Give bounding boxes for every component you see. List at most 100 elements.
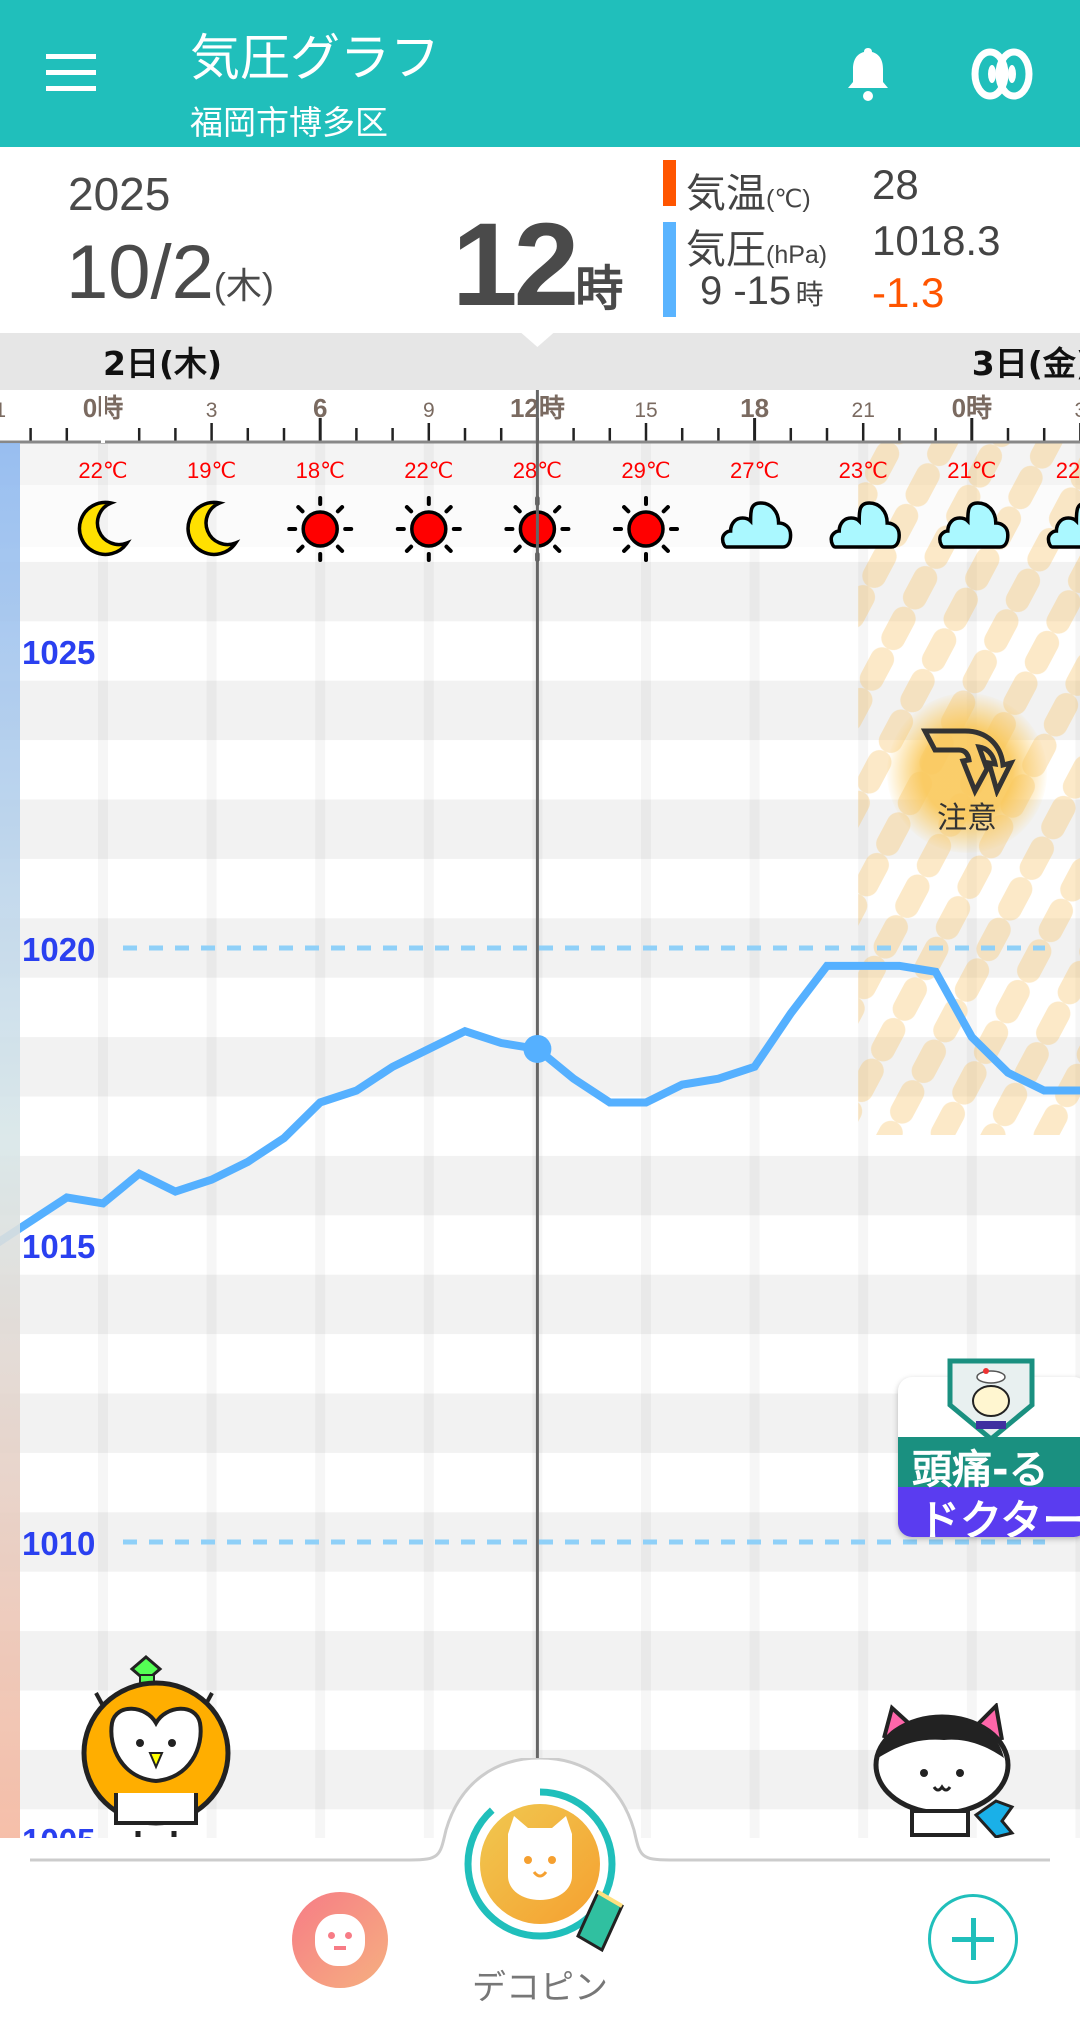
bottom-navigation: デコピン: [0, 1758, 1080, 2022]
vertical-grid-line: [424, 443, 434, 1838]
badge-line1: 頭痛-る: [912, 1447, 1049, 1493]
cloud-icon: [938, 501, 1010, 549]
sun-core: [410, 510, 448, 548]
doctor-cat-shield-icon: [947, 1358, 1035, 1441]
pressure-unit: (hPa): [766, 241, 828, 269]
current-time-marker: [521, 333, 554, 347]
y-tick-label: 1015: [22, 1228, 95, 1265]
year: 2025: [68, 168, 171, 220]
tick-label: 9: [423, 399, 435, 422]
sun-ray: [553, 544, 562, 553]
tick-label: 3: [1075, 399, 1080, 422]
pressure-value: 1018.3: [872, 217, 1001, 264]
pencil-icon: [576, 1890, 624, 1953]
location-name[interactable]: 福岡市博多区: [190, 103, 388, 142]
hour-display: 12時: [452, 197, 623, 333]
tick-label: 3: [206, 399, 218, 422]
sun-ray: [622, 544, 631, 553]
moon-shape: [186, 500, 241, 557]
grid-band: [0, 1155, 1080, 1216]
temperature-label: 22℃: [1056, 458, 1080, 483]
sun-core: [627, 510, 665, 548]
grid-band: [0, 1274, 1080, 1335]
add-button[interactable]: [928, 1894, 1018, 1984]
cloud-shape: [720, 501, 793, 549]
temp-unit: (℃): [766, 185, 811, 213]
temperature-label: 29℃: [621, 458, 670, 483]
pressure-drop-warning-icon: [920, 728, 1016, 797]
day-label: 2日(木): [103, 344, 222, 383]
decopin-label[interactable]: デコピン: [472, 1968, 608, 2008]
temperature-label: 22℃: [78, 458, 127, 483]
date: 10/2: [66, 230, 214, 315]
sun-icon: [287, 496, 354, 562]
pressure-change-value: -1.3: [872, 269, 945, 316]
sun-ray: [296, 505, 305, 514]
hour-unit: 時: [575, 263, 624, 316]
sun-ray: [513, 544, 522, 553]
temperature-label: 22℃: [404, 458, 453, 483]
sun-icon: [613, 496, 679, 562]
temperature-label: 18℃: [296, 458, 345, 483]
bell-icon[interactable]: [843, 44, 893, 104]
weekday: (木): [213, 265, 274, 306]
sun-ray: [661, 505, 670, 514]
range-label: 9 -15: [700, 269, 792, 313]
pressure-color-bar: [663, 222, 676, 317]
sun-ray: [296, 544, 305, 553]
tick-label: 21: [0, 399, 6, 422]
y-tick-label: 1025: [22, 634, 95, 671]
pressure-label: 気圧: [686, 228, 766, 272]
temp-label: 気温: [686, 172, 766, 216]
temperature-label: 21℃: [947, 458, 996, 483]
cloud-shape: [938, 501, 1010, 549]
app-header: 気圧グラフ 福岡市博多区: [0, 0, 1080, 147]
progress-ring: [464, 1788, 616, 1940]
temperature-label: 27℃: [730, 458, 779, 483]
badge-line2: ドクター: [918, 1496, 1080, 1537]
owl-character: [81, 1655, 231, 1837]
pressure-chart-svg: 210時36912時1518210時32日(木)3日(金)22℃19℃18℃22…: [0, 333, 1080, 1859]
temperature-label: 23℃: [839, 458, 888, 483]
decopin-button[interactable]: [462, 1786, 624, 1953]
y-tick-label: 1020: [22, 931, 95, 968]
grid-band: [0, 1631, 1080, 1691]
tick-label: 6: [313, 393, 327, 423]
moon-shape: [77, 500, 132, 557]
vertical-grid-line: [98, 443, 108, 1838]
hamburger-menu-icon[interactable]: [46, 54, 96, 92]
headache-doctor-badge[interactable]: 頭痛-る ドクター: [898, 1357, 1080, 1537]
sun-ray: [622, 505, 631, 514]
sun-ray: [513, 505, 522, 514]
sun-ray: [335, 544, 345, 553]
sun-ray: [404, 544, 414, 553]
cloud-icon: [1046, 502, 1080, 549]
pressure-chart[interactable]: 210時36912時1518210時32日(木)3日(金)22℃19℃18℃22…: [0, 333, 1080, 1859]
date-display: 10/2(木): [66, 229, 274, 316]
vertical-grid-line: [641, 443, 651, 1838]
vertical-grid-line: [315, 443, 325, 1838]
vertical-grid-line: [207, 443, 217, 1838]
tick-label: 21: [852, 399, 875, 422]
temp-value: 28: [872, 161, 919, 208]
page-title: 気圧グラフ: [190, 29, 440, 87]
moon-icon: [186, 500, 241, 557]
sun-ray: [444, 505, 453, 514]
y-tick-label: 1010: [22, 1525, 95, 1562]
current-value-dot: [523, 1034, 552, 1063]
current-info-panel: 2025 10/2(木) 12時 気温(℃) 28 気圧(hPa) 1018.3…: [0, 147, 1080, 333]
sun-ray: [444, 544, 453, 553]
sun-ray: [553, 505, 562, 514]
vertical-grid-line: [750, 443, 760, 1838]
mood-face-button[interactable]: [292, 1892, 388, 1988]
range-unit: 時: [795, 279, 824, 310]
cloud-shape: [829, 501, 901, 549]
warning-badge[interactable]: 注意: [887, 693, 1047, 853]
moon-icon: [77, 500, 132, 557]
temperature-label: 19℃: [187, 458, 236, 483]
cat-character: [873, 1703, 1015, 1838]
mood-face-icon: [315, 1914, 365, 1966]
tick-label: 0時: [952, 393, 992, 423]
zutool-logo-icon[interactable]: [970, 44, 1034, 104]
hour: 12: [452, 199, 579, 331]
